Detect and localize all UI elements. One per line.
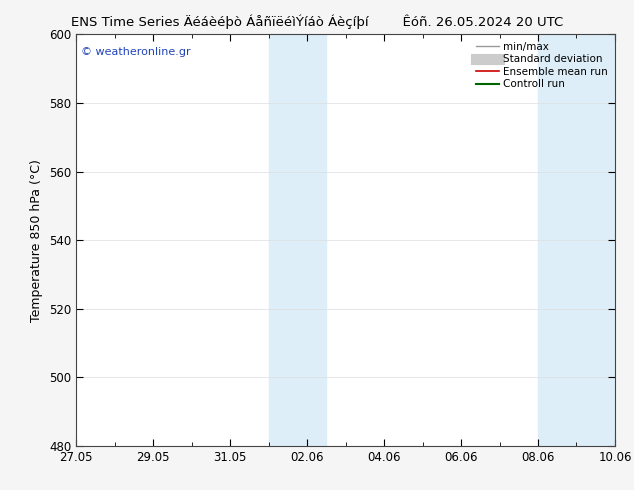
Text: ENS Time Series Äéáèéþò ÁåñïëéìÝíáò Áèçíþí        Êóñ. 26.05.2024 20 UTC: ENS Time Series Äéáèéþò ÁåñïëéìÝíáò Áèçí… bbox=[71, 15, 563, 29]
Text: © weatheronline.gr: © weatheronline.gr bbox=[81, 47, 191, 57]
Bar bbox=[269, 34, 327, 446]
Y-axis label: Temperature 850 hPa (°C): Temperature 850 hPa (°C) bbox=[30, 159, 43, 321]
Legend: min/max, Standard deviation, Ensemble mean run, Controll run: min/max, Standard deviation, Ensemble me… bbox=[474, 40, 610, 92]
Bar bbox=[538, 34, 615, 446]
